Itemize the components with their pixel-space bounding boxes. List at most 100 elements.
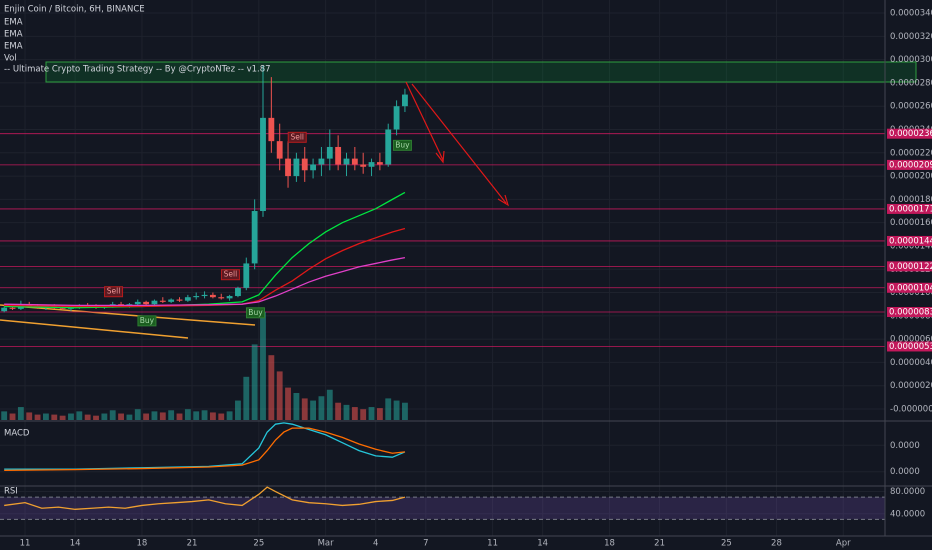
volume-bar xyxy=(301,398,308,420)
volume-bar xyxy=(343,404,350,420)
volume-bar xyxy=(218,413,225,420)
candle-body xyxy=(134,301,141,305)
volume-bar xyxy=(385,398,392,420)
candle-body xyxy=(176,299,183,301)
level-label: 0.00001443 xyxy=(889,236,932,246)
x-tick-label: 14 xyxy=(537,539,548,549)
indicator-line xyxy=(4,256,406,307)
signal-label: Buy xyxy=(140,316,155,325)
y-tick-label: 0.00000600 xyxy=(890,335,932,345)
volume-bar xyxy=(68,413,74,420)
signal-box xyxy=(287,131,307,143)
volume-bar xyxy=(17,407,24,420)
signal-box xyxy=(137,315,157,327)
level-label: 0.00000833 xyxy=(889,307,932,317)
volume-bar xyxy=(402,402,408,420)
volume-bar xyxy=(235,400,241,420)
candle-body xyxy=(376,162,383,165)
candle-body xyxy=(335,146,342,165)
y-tick-label: 0.00003400 xyxy=(890,9,932,19)
volume-bar xyxy=(360,409,367,420)
candle-body xyxy=(368,162,375,167)
indicator-label: EMA xyxy=(4,42,23,52)
level-tag xyxy=(887,203,932,214)
candle-body xyxy=(159,300,166,302)
y-tick-label: 0.00002000 xyxy=(890,172,932,182)
volume-bar xyxy=(51,414,58,420)
x-tick-label: 4 xyxy=(373,539,378,549)
volume-bar xyxy=(34,414,41,420)
volume-bar xyxy=(310,400,317,420)
candle-body xyxy=(193,296,200,298)
candle-body xyxy=(68,307,74,309)
chart-title: Enjin Coin / Bitcoin, 6H, BINANCE xyxy=(4,5,145,15)
x-tick-label: 11 xyxy=(20,539,31,549)
level-tag xyxy=(887,128,932,139)
x-tick-label: 11 xyxy=(487,539,498,549)
volume-bar xyxy=(93,415,99,420)
volume-bar xyxy=(293,393,300,420)
candle-body xyxy=(293,158,300,177)
volume-bar xyxy=(26,412,33,420)
volume-bar xyxy=(243,376,250,420)
indicator-label: EMA xyxy=(4,30,23,40)
level-label: 0.00002096 xyxy=(889,160,932,170)
x-tick-label: 21 xyxy=(654,539,665,549)
x-tick-label: 7 xyxy=(423,539,428,549)
volume-bar xyxy=(42,413,49,420)
volume-bar xyxy=(151,411,158,420)
volume-bar xyxy=(159,412,166,420)
candle-body xyxy=(209,294,216,298)
y-tick-label: 80.0000 xyxy=(890,487,925,497)
level-tag xyxy=(887,341,932,352)
level-label: 0.00002364 xyxy=(889,129,932,139)
indicator-label: EMA xyxy=(4,18,23,28)
level-label: 0.00001041 xyxy=(889,283,932,293)
volume-bar xyxy=(318,396,325,420)
volume-bar xyxy=(251,344,258,420)
candle-body xyxy=(226,296,233,299)
candle-body xyxy=(276,141,283,159)
y-tick-label: 0.00001600 xyxy=(890,218,932,228)
x-tick-label: 18 xyxy=(137,539,148,549)
x-tick-label: 28 xyxy=(771,539,782,549)
candle-body xyxy=(326,146,333,159)
volume-bar xyxy=(109,410,116,420)
x-tick-label: 21 xyxy=(187,539,198,549)
trend-line xyxy=(0,319,189,339)
candle-body xyxy=(351,158,358,165)
volume-bar xyxy=(59,415,66,420)
y-tick-label: 40.0000 xyxy=(890,509,925,519)
candle-body xyxy=(184,297,191,301)
signal-label: Buy xyxy=(395,140,410,149)
plot: Sell Buy Sell Buy Sell Buy xyxy=(0,65,885,520)
indicator-line xyxy=(4,486,406,510)
level-tag xyxy=(887,306,932,317)
x-tick-label: Apr xyxy=(836,539,851,549)
volume-bar xyxy=(143,413,150,420)
signal-label: Sell xyxy=(107,287,121,296)
candle-body xyxy=(318,158,325,165)
level-label: 0.00001718 xyxy=(889,204,932,214)
y-tick-label: -0.00000000 xyxy=(890,405,932,415)
level-label: 0.00000537 xyxy=(889,342,932,352)
x-tick-label: Mar xyxy=(318,539,335,549)
candle-body xyxy=(285,158,291,177)
volume-bar xyxy=(201,410,208,420)
volume-bar xyxy=(184,409,191,420)
volume-bar xyxy=(209,412,216,420)
y-tick-label: 0.00001000 xyxy=(890,288,932,298)
trend-line xyxy=(0,304,256,326)
candle-body xyxy=(251,211,258,264)
volume-bar xyxy=(351,407,358,420)
volume-bar xyxy=(376,408,383,420)
indicator-label: -- Ultimate Crypto Trading Strategy -- B… xyxy=(4,65,271,75)
candle-body xyxy=(385,129,392,165)
candle-body xyxy=(268,117,275,142)
candle-body xyxy=(218,297,225,299)
volume-bar xyxy=(9,413,16,420)
x-tick-label: 18 xyxy=(604,539,615,549)
signal-label: Sell xyxy=(290,132,304,141)
candle-body xyxy=(9,307,16,309)
panel-title: RSI xyxy=(4,487,18,497)
